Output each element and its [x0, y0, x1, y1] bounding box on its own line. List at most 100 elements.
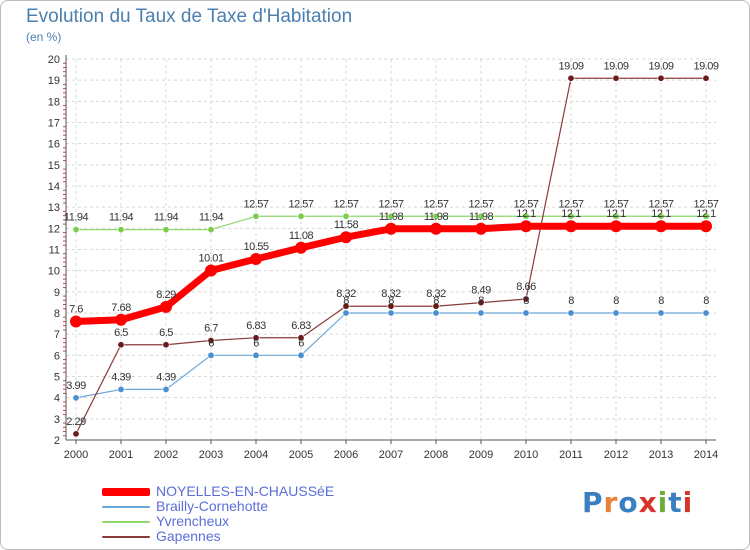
data-label: 8.66 [516, 281, 536, 293]
legend: NOYELLES-EN-CHAUSSéE Brailly-Cornehotte Yv… [102, 484, 334, 544]
x-tick-label: 2012 [604, 449, 628, 461]
data-point [477, 299, 485, 307]
x-tick-label: 2010 [514, 449, 538, 461]
y-tick-label: 15 [48, 160, 60, 172]
data-label: 8 [433, 295, 439, 307]
data-point [565, 220, 577, 233]
legend-item: NOYELLES-EN-CHAUSSéE [102, 484, 334, 499]
data-label: 19.09 [648, 60, 673, 72]
x-tick-label: 2007 [379, 449, 403, 461]
data-label: 8.32 [426, 288, 446, 300]
x-tick-label: 2003 [199, 449, 223, 461]
x-tick-label: 2013 [649, 449, 673, 461]
y-tick-label: 11 [49, 245, 60, 257]
y-tick-label: 16 [48, 139, 60, 151]
data-label: 8 [568, 295, 574, 307]
data-label: 11.94 [199, 212, 224, 224]
data-label: 8.49 [471, 285, 491, 297]
data-label: 8 [478, 295, 484, 307]
x-tick-label: 2000 [64, 449, 88, 461]
data-point [115, 313, 127, 326]
legend-item: Brailly-Cornehotte [102, 499, 334, 514]
data-label: 8 [388, 295, 394, 307]
data-point [522, 295, 530, 303]
y-tick-label: 20 [48, 54, 60, 66]
data-point [207, 351, 215, 359]
data-label: 8 [613, 295, 619, 307]
data-label: 7.68 [111, 302, 131, 314]
legend-item: Yvrencheux [102, 514, 334, 529]
y-tick-label: 6 [54, 350, 60, 362]
logo-letter: i [657, 486, 669, 519]
data-label: 12.1 [651, 208, 671, 220]
data-point [252, 334, 260, 342]
proxiti-logo: Proxiti [582, 486, 693, 519]
data-point [477, 309, 485, 317]
y-tick-label: 7 [54, 329, 60, 341]
data-label: 10.01 [198, 252, 223, 264]
data-point [252, 212, 260, 220]
data-point [160, 300, 172, 313]
data-point [207, 337, 215, 345]
axes: 2 3 4 5 6 7 8 9 10 11 12 13 14 15 16 17 18 19 20 2000 2001 20… [48, 54, 718, 461]
data-label: 2.29 [66, 416, 86, 428]
data-point [387, 302, 395, 310]
data-label: 12.1 [516, 208, 536, 220]
data-label: 7.6 [69, 303, 83, 315]
logo-letter: t [668, 486, 683, 519]
data-label: 3.99 [66, 380, 86, 392]
x-tick-label: 2004 [244, 449, 268, 461]
legend-swatch [102, 535, 150, 538]
data-label: 10.55 [243, 241, 268, 253]
legend-label: NOYELLES-EN-CHAUSSéE [156, 483, 335, 500]
data-point [342, 302, 350, 310]
y-tick-label: 12 [48, 223, 60, 235]
x-tick-label: 2014 [694, 449, 718, 461]
legend-label: Gapennes [156, 528, 221, 545]
x-tick-label: 2001 [109, 449, 133, 461]
y-tick-label: 17 [48, 118, 60, 130]
data-label: 19.09 [693, 60, 718, 72]
data-label: 12.57 [378, 198, 403, 210]
data-point [702, 212, 710, 220]
legend-label: Yvrencheux [156, 513, 230, 530]
x-tick-label: 2009 [469, 449, 493, 461]
x-tick-label: 2002 [154, 449, 178, 461]
grid [66, 58, 716, 441]
y-tick-label: 13 [48, 202, 60, 214]
data-label: 11.98 [424, 211, 449, 223]
data-label: 6.83 [246, 320, 266, 332]
data-label: 11.94 [64, 212, 89, 224]
data-label: 12.57 [468, 198, 493, 210]
data-label: 12.1 [606, 208, 626, 220]
data-label: 12.57 [243, 198, 268, 210]
legend-label: Brailly-Cornehotte [156, 498, 269, 515]
data-point [72, 394, 80, 402]
y-tick-label: 10 [48, 266, 60, 278]
y-tick-label: 5 [54, 372, 60, 384]
data-label: 6.5 [159, 327, 173, 339]
data-point [610, 220, 622, 233]
data-point [207, 226, 215, 234]
y-tick-label: 3 [54, 414, 60, 426]
data-label: 4.39 [156, 371, 176, 383]
data-point [250, 253, 262, 266]
data-label: 11.98 [469, 211, 494, 223]
series-1 [72, 309, 710, 402]
logo-letter: P [582, 486, 604, 519]
data-labels-layer: 7.6 7.68 8.29 10.01 10.55 11.08 11.58 11.98 11.9… [64, 60, 720, 428]
data-point [72, 226, 80, 234]
data-label: 6.83 [291, 320, 311, 332]
data-point [162, 385, 170, 393]
data-point [342, 212, 350, 220]
data-point [252, 351, 260, 359]
data-point [70, 315, 82, 328]
x-tick-label: 2011 [559, 449, 583, 461]
data-label: 8 [658, 295, 664, 307]
data-point [612, 74, 620, 82]
y-tick-label: 14 [48, 181, 60, 193]
series-2 [72, 212, 710, 234]
data-point [657, 309, 665, 317]
